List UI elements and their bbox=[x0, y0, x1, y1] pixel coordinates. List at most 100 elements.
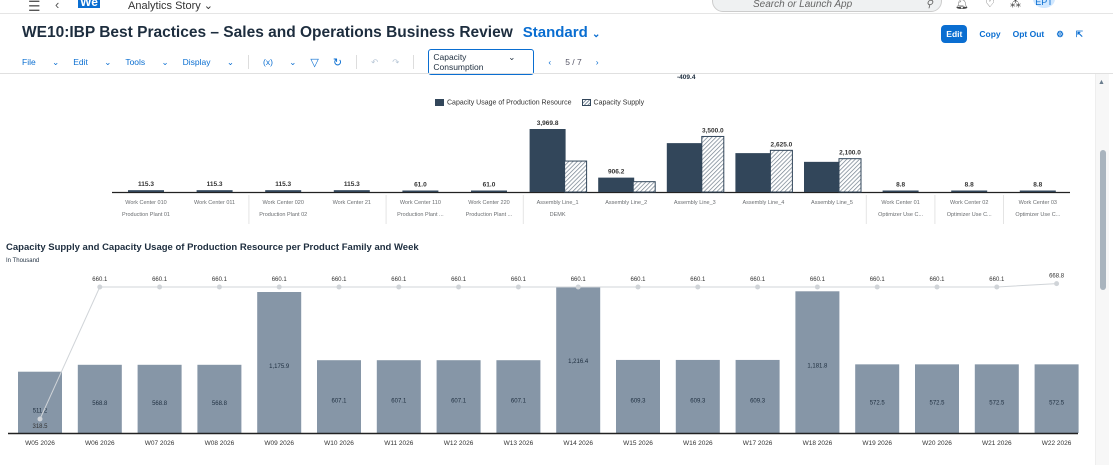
data-label: 115.3 bbox=[344, 181, 360, 188]
supply-bar bbox=[701, 135, 725, 193]
category-label: Work Center 21 bbox=[333, 200, 371, 206]
usage-swatch-icon bbox=[435, 99, 444, 106]
shell-bar: ☰ ‹ We Analytics Story ⌄ Search or Launc… bbox=[0, 0, 1113, 14]
legend-item-supply[interactable]: Capacity Supply bbox=[581, 99, 645, 107]
category-label: W19 2026 bbox=[862, 440, 892, 447]
usage-bar bbox=[556, 287, 601, 433]
opt-out-button[interactable]: Opt Out bbox=[1012, 29, 1045, 39]
usage-bar bbox=[197, 364, 242, 433]
edit-button[interactable]: Edit bbox=[941, 25, 968, 43]
usage-bar bbox=[333, 190, 370, 192]
category-label: Work Center 011 bbox=[194, 200, 235, 206]
search-icon[interactable]: ⚲ bbox=[925, 0, 933, 10]
category-label: Work Center 020 bbox=[262, 200, 303, 206]
line-data-label: 660.1 bbox=[750, 277, 766, 283]
line-data-label: 668.8 bbox=[1049, 274, 1065, 280]
header-actions: Edit Copy Opt Out ⚙ ⇱ bbox=[941, 25, 1083, 43]
formula-menu[interactable]: (x) ⌄ bbox=[263, 56, 297, 67]
group-label: Production Plant ... bbox=[397, 212, 444, 218]
chart-subtitle: In Thousand bbox=[6, 258, 40, 264]
page-title: WE10:IBP Best Practices – Sales and Oper… bbox=[22, 24, 513, 41]
category-label: W21 2026 bbox=[982, 440, 1012, 447]
bar-data-label: 1,216.4 bbox=[568, 359, 589, 365]
redo-icon[interactable]: ↷ bbox=[392, 56, 400, 67]
usage-bar bbox=[882, 190, 919, 192]
category-label: W14 2026 bbox=[563, 440, 593, 447]
edit-menu[interactable]: Edit ⌄ bbox=[73, 56, 112, 67]
legend-item-usage[interactable]: Capacity Usage of Production Resource bbox=[435, 99, 572, 106]
category-label: Assembly Line_1 bbox=[537, 200, 579, 206]
filter-icon[interactable]: ▽ bbox=[310, 56, 319, 69]
legend-label: Capacity Supply bbox=[593, 99, 645, 107]
line-data-label: 660.1 bbox=[630, 277, 646, 283]
line-data-label: 660.1 bbox=[810, 277, 826, 283]
logo[interactable]: We bbox=[78, 0, 100, 9]
chevron-down-icon: ⌄ bbox=[591, 29, 601, 40]
next-page-icon[interactable]: › bbox=[595, 57, 599, 67]
settings-icon[interactable]: ⚙ bbox=[1056, 28, 1064, 39]
bar-data-label: 607.1 bbox=[451, 399, 467, 405]
bell-icon[interactable]: 🔔︎ bbox=[955, 0, 969, 10]
display-menu[interactable]: Display ⌄ bbox=[182, 56, 235, 67]
category-label: W22 2026 bbox=[1042, 440, 1072, 447]
group-label: Production Plant ... bbox=[466, 212, 513, 218]
tools-label: Tools bbox=[125, 56, 146, 67]
usage-bar bbox=[616, 359, 660, 433]
supply-bar bbox=[632, 181, 656, 193]
app-title: Analytics Story bbox=[128, 0, 201, 12]
usage-bar bbox=[496, 360, 541, 433]
refresh-icon[interactable]: ↻ bbox=[332, 56, 343, 69]
menu-icon[interactable]: ☰ bbox=[28, 0, 41, 14]
page-select[interactable]: Capacity Consumption ⌄ bbox=[428, 49, 535, 75]
supply-point bbox=[276, 284, 282, 290]
scroll-up-icon[interactable]: ▲ bbox=[1098, 79, 1105, 86]
undo-icon[interactable]: ↶ bbox=[371, 56, 379, 67]
line-data-label: 660.1 bbox=[331, 277, 347, 283]
line-data-label: 660.1 bbox=[272, 277, 288, 283]
usage-bar bbox=[915, 364, 959, 433]
category-label: W08 2026 bbox=[205, 440, 235, 447]
supply-point bbox=[515, 284, 521, 290]
avatar[interactable]: EPT bbox=[1033, 0, 1055, 8]
back-icon[interactable]: ‹ bbox=[55, 0, 60, 12]
data-label: 2,625.0 bbox=[771, 141, 793, 148]
chevron-down-icon: ⌄ bbox=[508, 52, 516, 62]
data-label: 61.0 bbox=[414, 182, 427, 189]
group-label: Optimizer Use C... bbox=[1015, 212, 1060, 218]
category-label: W17 2026 bbox=[743, 440, 773, 447]
scrollbar-thumb[interactable] bbox=[1100, 150, 1106, 290]
share-icon[interactable]: ⇱ bbox=[1075, 28, 1083, 39]
copy-button[interactable]: Copy bbox=[979, 29, 1001, 39]
usage-bar bbox=[196, 190, 233, 192]
supply-point bbox=[216, 284, 222, 290]
display-label: Display bbox=[182, 56, 211, 67]
line-data-label: 660.1 bbox=[989, 277, 1005, 283]
pin-icon[interactable]: ♡ bbox=[985, 0, 995, 10]
usage-bar bbox=[1034, 364, 1079, 433]
usage-bar bbox=[1019, 190, 1056, 192]
app-title-menu[interactable]: Analytics Story ⌄ bbox=[128, 0, 214, 12]
line-data-label: 318.5 bbox=[32, 424, 48, 430]
supply-point bbox=[994, 284, 1000, 290]
file-menu[interactable]: File ⌄ bbox=[22, 56, 60, 67]
chart-title: Capacity Supply and Capacity Usage of Pr… bbox=[6, 242, 419, 253]
group-label: Production Plant 02 bbox=[259, 212, 307, 218]
bar-data-label: 607.1 bbox=[391, 399, 407, 405]
supply-bar bbox=[838, 158, 862, 193]
bar-data-label: 572.5 bbox=[929, 401, 945, 407]
bar-data-label: 572.5 bbox=[870, 401, 886, 407]
bar-data-label: 572.5 bbox=[989, 401, 1005, 407]
formula-icon: (x) bbox=[263, 56, 273, 67]
prev-page-icon[interactable]: ‹ bbox=[548, 57, 552, 67]
supply-bar bbox=[564, 160, 588, 193]
tools-menu[interactable]: Tools ⌄ bbox=[125, 56, 169, 67]
category-label: W10 2026 bbox=[324, 440, 354, 447]
divider bbox=[356, 55, 358, 69]
usage-bar bbox=[666, 143, 703, 192]
variant-selector[interactable]: Standard ⌄ bbox=[523, 24, 601, 41]
data-label: 3,969.8 bbox=[537, 120, 559, 127]
group-label: Optimizer Use C... bbox=[947, 212, 992, 218]
bar-data-label: 609.3 bbox=[690, 398, 706, 404]
usage-bar bbox=[855, 364, 900, 433]
apps-icon[interactable]: ⁂ bbox=[1010, 0, 1021, 10]
